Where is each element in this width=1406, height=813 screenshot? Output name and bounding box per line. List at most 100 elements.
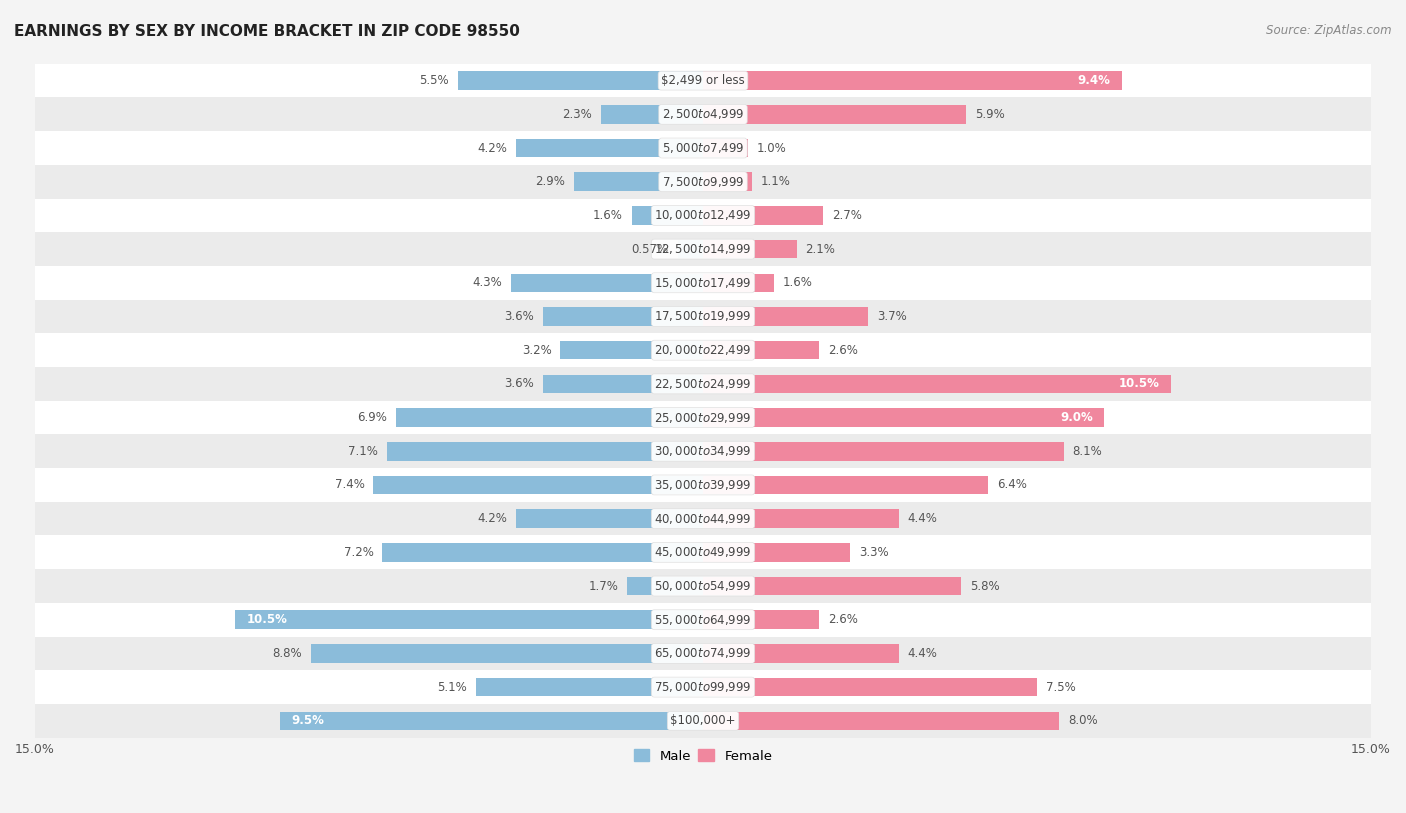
- Text: $7,500 to $9,999: $7,500 to $9,999: [662, 175, 744, 189]
- Bar: [703, 139, 748, 157]
- Bar: [703, 442, 1064, 460]
- Bar: [35, 536, 1371, 569]
- Bar: [703, 408, 1104, 427]
- Bar: [35, 333, 1371, 367]
- Text: Source: ZipAtlas.com: Source: ZipAtlas.com: [1267, 24, 1392, 37]
- Text: 1.1%: 1.1%: [761, 176, 790, 188]
- Bar: [703, 273, 775, 292]
- Bar: [703, 510, 898, 528]
- Bar: [475, 678, 703, 697]
- Text: $2,500 to $4,999: $2,500 to $4,999: [662, 107, 744, 121]
- Bar: [516, 139, 703, 157]
- Text: 3.3%: 3.3%: [859, 546, 889, 559]
- Bar: [703, 678, 1038, 697]
- Bar: [561, 341, 703, 359]
- Bar: [35, 502, 1371, 536]
- Text: $25,000 to $29,999: $25,000 to $29,999: [654, 411, 752, 424]
- Text: 5.8%: 5.8%: [970, 580, 1000, 593]
- Text: 3.6%: 3.6%: [503, 377, 534, 390]
- Text: $10,000 to $12,499: $10,000 to $12,499: [654, 208, 752, 223]
- Bar: [703, 644, 898, 663]
- Text: 6.9%: 6.9%: [357, 411, 387, 424]
- Text: 10.5%: 10.5%: [246, 613, 287, 626]
- Text: 2.9%: 2.9%: [536, 176, 565, 188]
- Bar: [382, 543, 703, 562]
- Bar: [516, 510, 703, 528]
- Text: 2.1%: 2.1%: [806, 242, 835, 255]
- Text: 9.0%: 9.0%: [1060, 411, 1092, 424]
- Text: 10.5%: 10.5%: [1119, 377, 1160, 390]
- Bar: [35, 367, 1371, 401]
- Bar: [703, 240, 797, 259]
- Bar: [512, 273, 703, 292]
- Text: 5.1%: 5.1%: [437, 680, 467, 693]
- Text: 1.7%: 1.7%: [589, 580, 619, 593]
- Bar: [703, 72, 1122, 90]
- Bar: [35, 98, 1371, 131]
- Bar: [703, 543, 851, 562]
- Bar: [703, 207, 824, 224]
- Text: 7.2%: 7.2%: [343, 546, 374, 559]
- Bar: [703, 105, 966, 124]
- Text: $17,500 to $19,999: $17,500 to $19,999: [654, 310, 752, 324]
- Text: $15,000 to $17,499: $15,000 to $17,499: [654, 276, 752, 289]
- Text: 7.1%: 7.1%: [349, 445, 378, 458]
- Bar: [35, 401, 1371, 434]
- Bar: [703, 375, 1171, 393]
- Text: EARNINGS BY SEX BY INCOME BRACKET IN ZIP CODE 98550: EARNINGS BY SEX BY INCOME BRACKET IN ZIP…: [14, 24, 520, 39]
- Text: 4.4%: 4.4%: [908, 512, 938, 525]
- Text: $40,000 to $44,999: $40,000 to $44,999: [654, 511, 752, 526]
- Bar: [703, 711, 1059, 730]
- Text: 2.7%: 2.7%: [832, 209, 862, 222]
- Bar: [35, 434, 1371, 468]
- Bar: [35, 569, 1371, 603]
- Text: 9.4%: 9.4%: [1077, 74, 1111, 87]
- Text: $5,000 to $7,499: $5,000 to $7,499: [662, 141, 744, 155]
- Text: 4.2%: 4.2%: [477, 141, 508, 154]
- Text: 5.9%: 5.9%: [974, 108, 1004, 121]
- Text: 0.57%: 0.57%: [631, 242, 669, 255]
- Text: $65,000 to $74,999: $65,000 to $74,999: [654, 646, 752, 660]
- Bar: [374, 476, 703, 494]
- Bar: [703, 307, 868, 326]
- Bar: [703, 172, 752, 191]
- Text: $2,499 or less: $2,499 or less: [661, 74, 745, 87]
- Legend: Male, Female: Male, Female: [628, 744, 778, 768]
- Text: $45,000 to $49,999: $45,000 to $49,999: [654, 546, 752, 559]
- Bar: [703, 611, 818, 629]
- Bar: [35, 670, 1371, 704]
- Text: 4.2%: 4.2%: [477, 512, 508, 525]
- Bar: [35, 165, 1371, 198]
- Bar: [574, 172, 703, 191]
- Bar: [543, 375, 703, 393]
- Bar: [543, 307, 703, 326]
- Text: $20,000 to $22,499: $20,000 to $22,499: [654, 343, 752, 357]
- Text: 2.6%: 2.6%: [828, 344, 858, 357]
- Bar: [631, 207, 703, 224]
- Text: 3.7%: 3.7%: [877, 310, 907, 323]
- Bar: [678, 240, 703, 259]
- Bar: [458, 72, 703, 90]
- Text: 7.4%: 7.4%: [335, 478, 364, 491]
- Bar: [35, 603, 1371, 637]
- Text: 3.2%: 3.2%: [522, 344, 551, 357]
- Text: $30,000 to $34,999: $30,000 to $34,999: [654, 444, 752, 459]
- Text: 4.4%: 4.4%: [908, 647, 938, 660]
- Bar: [35, 637, 1371, 670]
- Text: 1.0%: 1.0%: [756, 141, 786, 154]
- Bar: [311, 644, 703, 663]
- Text: 2.6%: 2.6%: [828, 613, 858, 626]
- Bar: [703, 576, 962, 595]
- Text: 1.6%: 1.6%: [783, 276, 813, 289]
- Text: 6.4%: 6.4%: [997, 478, 1026, 491]
- Text: 2.3%: 2.3%: [562, 108, 592, 121]
- Bar: [703, 341, 818, 359]
- Bar: [35, 300, 1371, 333]
- Text: $22,500 to $24,999: $22,500 to $24,999: [654, 377, 752, 391]
- Text: 9.5%: 9.5%: [291, 715, 323, 728]
- Bar: [703, 476, 988, 494]
- Bar: [35, 63, 1371, 98]
- Text: 7.5%: 7.5%: [1046, 680, 1076, 693]
- Bar: [600, 105, 703, 124]
- Bar: [235, 611, 703, 629]
